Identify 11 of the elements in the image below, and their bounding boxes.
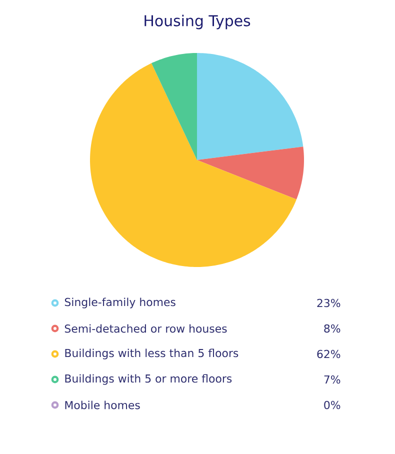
data-label: 7% — [324, 375, 340, 384]
text: 0% — [324, 400, 340, 410]
chart-title: Housing Types — [144, 14, 250, 30]
data-label: 8% — [324, 324, 340, 333]
data-label: 62% — [317, 350, 340, 358]
legend-label: Buildings with less than 5 floors — [65, 348, 238, 360]
legend-label: Mobile homes — [65, 400, 140, 410]
legend-label: Buildings with 5 or more floors — [65, 374, 232, 385]
data-label: 23% — [317, 298, 340, 308]
legend-label: Single-family homes — [64, 298, 176, 308]
legend-label: Semi-detached or row houses — [64, 324, 227, 333]
